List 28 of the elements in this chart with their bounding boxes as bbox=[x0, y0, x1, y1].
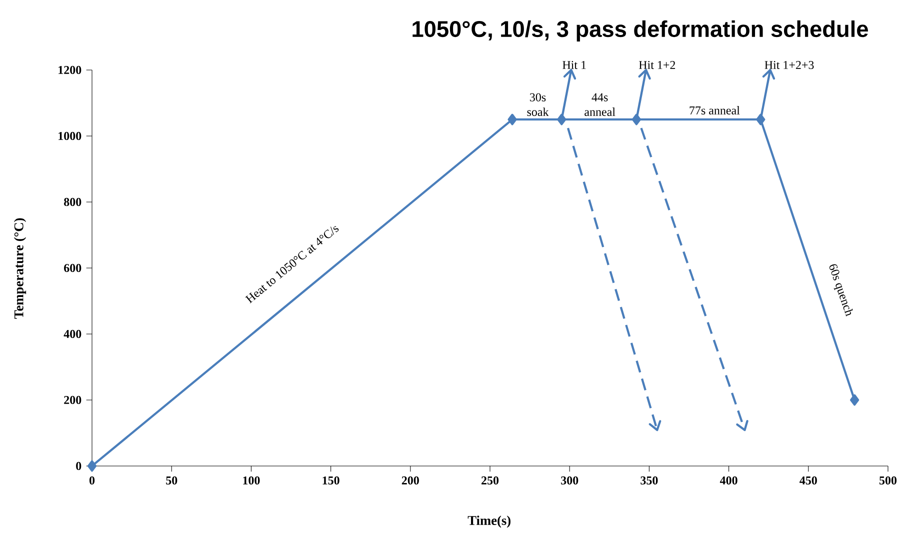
text: Hit 1+2 bbox=[638, 60, 676, 70]
annotation: 30s soak bbox=[527, 93, 549, 116]
annotation: 77s anneal bbox=[690, 106, 740, 114]
x-tick-label: 250 bbox=[482, 476, 499, 484]
x-tick-label: 400 bbox=[720, 476, 738, 484]
x-tick-label: 450 bbox=[800, 476, 817, 484]
x-tick-label: 300 bbox=[561, 476, 578, 484]
y-tick-label: 200 bbox=[64, 396, 82, 404]
y-tick-label: 400 bbox=[64, 330, 82, 338]
chart-title: 1050°C, 10/s, 3 pass deformation schedule bbox=[412, 20, 868, 42]
x-tick-label: 0 bbox=[89, 476, 95, 484]
y-tick-label: 1200 bbox=[58, 66, 82, 74]
y-tick-label: 0 bbox=[76, 462, 82, 470]
y-tick-label: 600 bbox=[64, 264, 82, 272]
annotation: 44s anneal bbox=[584, 93, 616, 116]
text: Hit 1 bbox=[562, 60, 586, 70]
x-tick-label: 50 bbox=[166, 476, 178, 484]
x-tick-label: 500 bbox=[879, 476, 897, 484]
x-tick-label: 350 bbox=[640, 476, 658, 484]
x-tick-label: 150 bbox=[322, 476, 340, 484]
x-tick-label: 100 bbox=[243, 476, 260, 484]
y-tick-label: 1000 bbox=[58, 132, 82, 140]
text: Hit 1+2+3 bbox=[764, 60, 814, 70]
y-axis-title: Temperature (°C) bbox=[14, 218, 26, 319]
x-axis-title: Time(s) bbox=[468, 516, 510, 528]
annotation: 60s quench bbox=[829, 264, 853, 317]
x-tick-label: 200 bbox=[402, 476, 419, 484]
y-tick-label: 800 bbox=[64, 198, 82, 206]
